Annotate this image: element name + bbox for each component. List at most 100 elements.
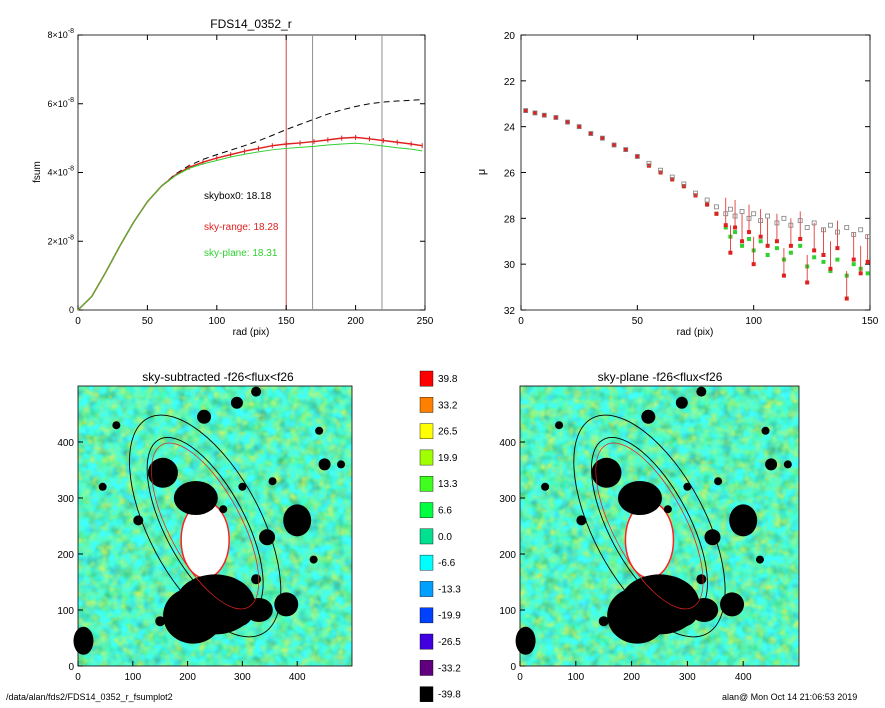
growth-total-curve [77, 99, 423, 311]
masked-source [720, 592, 745, 617]
annotation-skybox0: skybox0: 18.18 [204, 191, 272, 202]
profile-x-tick-label: 0 [518, 316, 524, 327]
profile-skybox-point [811, 220, 817, 226]
masked-source [173, 481, 218, 515]
image-x-tick-label: 400 [735, 672, 752, 683]
image-y-tick-label: 0 [510, 662, 516, 673]
growth-y-axis-label: fsum [32, 161, 43, 183]
profile-skybox-point [732, 213, 738, 219]
profile-skybox-point [858, 227, 864, 233]
profile-sky-plane-point [835, 257, 840, 262]
image-y-tick-label: 300 [499, 494, 516, 505]
colorbar-swatch [419, 397, 434, 413]
profile-plot: rad (pix) μ 0 50 100 150 20 22 24 26 28 30 32 [476, 31, 879, 338]
masked-source [73, 626, 94, 655]
masked-source [315, 426, 324, 435]
profile-sky-range-point [774, 239, 779, 244]
profile-sky-plane-point [865, 271, 870, 276]
growth-vertical-markers [285, 35, 383, 310]
profile-skybox-point [611, 142, 617, 148]
colorbar-swatch [419, 370, 434, 387]
profile-sky-range-point [565, 120, 570, 125]
colorbar-swatch [419, 423, 434, 440]
growth-plot-frame [77, 34, 426, 311]
masked-source [714, 477, 723, 486]
profile-sky-plane-point [821, 259, 826, 264]
profile-skybox-point [523, 108, 529, 114]
masked-source [515, 626, 536, 655]
profile-sky-plane-point [758, 239, 763, 244]
masked-source [761, 426, 770, 435]
masked-source [783, 460, 792, 469]
image-y-tick-label: 200 [499, 550, 516, 561]
masked-source [318, 458, 331, 471]
profile-sky-range-point [765, 243, 770, 248]
masked-source [309, 555, 318, 564]
sky-subtracted-masks [73, 386, 346, 655]
profile-sky-range-point [733, 225, 738, 230]
masked-source [251, 386, 262, 397]
profile-sky-range-point [851, 257, 856, 262]
profile-skybox-point [821, 227, 826, 233]
growth-y-tick-label: 0 [69, 305, 74, 315]
sky-plane-image: sky-plane -f26<flux<f26 0 100 200 300 400 0 10… [499, 370, 800, 683]
profile-sky-range-point [828, 266, 833, 271]
profile-skybox-point [804, 225, 810, 230]
colorbar: 39.8 33.2 26.5 19.9 13.3 6.6 0.0 -6.6 -13.3 -19.9… [419, 370, 461, 702]
masked-source [163, 587, 224, 644]
masked-source [112, 421, 121, 430]
colorbar-swatch [419, 502, 434, 518]
image-x-tick-label: 0 [517, 672, 523, 683]
aperture-outer [573, 414, 726, 638]
annotation-sky-range: sky-range: 18.28 [204, 222, 279, 233]
growth-curve-plot: FDS14_0352_r rad (pix) fsum 0 50 100 150 200… [32, 17, 434, 338]
profile-sky-plane-point [828, 269, 833, 274]
profile-skybox-point [553, 115, 559, 120]
profile-skybox-point [746, 215, 752, 221]
profile-sky-range-point [542, 113, 547, 118]
masked-source [765, 458, 778, 471]
profile-sky-range-point [747, 230, 752, 235]
masked-source [607, 587, 668, 644]
profile-skybox-point [541, 112, 547, 118]
image-x-tick-label: 300 [679, 672, 696, 683]
profile-sky-range-point [805, 280, 810, 285]
masked-source [690, 598, 719, 622]
growth-x-tick-label: 150 [278, 316, 295, 327]
profile-sky-range-point [812, 248, 817, 253]
colorbar-swatch [419, 686, 434, 702]
colorbar-label: 19.9 [438, 453, 458, 464]
profile-sky-range-point [623, 147, 628, 152]
masked-source [675, 396, 688, 409]
profile-y-tick-label: 26 [504, 169, 516, 180]
masked-source [230, 396, 243, 409]
profile-sky-range-point [821, 253, 826, 257]
profile-skybox-point [669, 174, 675, 180]
profile-sky-plane-point [733, 230, 738, 235]
colorbar-label: -33.2 [438, 663, 461, 674]
image-y-tick-label: 400 [499, 438, 516, 449]
footer-file-path: /data/alan/fds2/FDS14_0352_r_fsumplot2 [6, 692, 173, 702]
masked-source [598, 616, 609, 627]
profile-sky-range-point [865, 259, 870, 264]
profile-sky-range-point [781, 273, 786, 278]
profile-sky-range-point [723, 223, 728, 228]
profile-y-tick-label: 20 [504, 31, 516, 42]
masked-source [147, 457, 178, 488]
growth-y-tick-label: 6×10-8 [47, 97, 74, 109]
colorbar-swatch [419, 660, 434, 676]
profile-skybox-point [739, 209, 745, 214]
profile-skybox-point [623, 147, 629, 152]
profile-skybox-point [600, 135, 605, 141]
colorbar-label: 6.6 [438, 506, 452, 517]
profile-sky-range-point [758, 234, 763, 239]
colorbar-label: 0.0 [438, 532, 452, 543]
profile-sky-range-point [588, 131, 593, 136]
profile-skybox-point [565, 119, 570, 125]
annotation-sky-plane: sky-plane: 18.31 [204, 248, 278, 259]
profile-sky-plane-point [765, 253, 770, 257]
profile-skybox-point [723, 211, 729, 217]
colorbar-label: 26.5 [438, 427, 458, 438]
profile-sky-plane-point [723, 225, 728, 230]
profile-sky-range-point [798, 236, 803, 241]
